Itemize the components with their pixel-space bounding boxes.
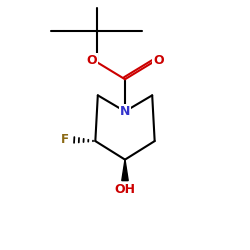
- Text: N: N: [120, 105, 130, 118]
- Text: O: O: [153, 54, 164, 67]
- Text: O: O: [87, 54, 98, 67]
- Polygon shape: [122, 160, 128, 180]
- Text: F: F: [60, 133, 68, 146]
- Text: OH: OH: [114, 183, 136, 196]
